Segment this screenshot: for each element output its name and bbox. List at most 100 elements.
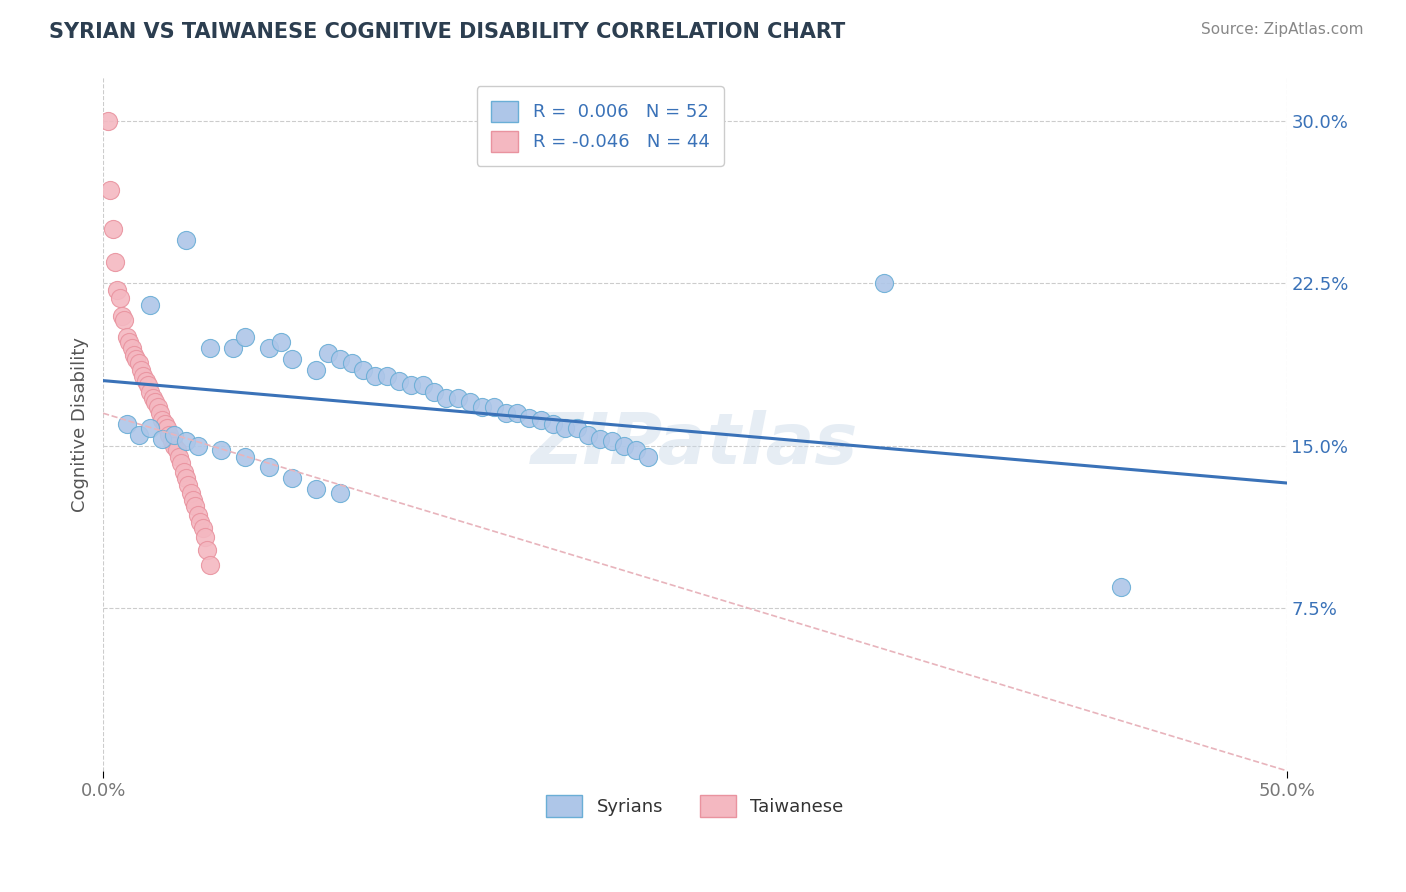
Point [125, 352, 148, 367]
Point [128, 356, 150, 370]
Point [177, 477, 200, 491]
Point [434, 391, 457, 405]
Point [118, 334, 141, 349]
Point [329, 352, 352, 367]
Point [174, 233, 197, 247]
Point [104, 254, 127, 268]
Point [270, 334, 292, 349]
Point [1109, 580, 1132, 594]
Point [388, 374, 411, 388]
Point [257, 341, 280, 355]
Point [554, 421, 576, 435]
Point [101, 222, 124, 236]
Point [170, 456, 193, 470]
Point [353, 363, 375, 377]
Point [233, 450, 256, 464]
Point [139, 384, 162, 399]
Point [257, 460, 280, 475]
Point [340, 356, 363, 370]
Point [211, 443, 233, 458]
Point [281, 352, 304, 367]
Point [624, 443, 647, 458]
Point [156, 421, 179, 435]
Point [132, 369, 155, 384]
Text: ZIPatlas: ZIPatlas [531, 410, 859, 479]
Point [458, 395, 481, 409]
Point [153, 417, 176, 431]
Point [174, 434, 197, 449]
Point [195, 542, 218, 557]
Point [305, 363, 328, 377]
Point [541, 417, 564, 431]
Point [173, 465, 195, 479]
Point [329, 486, 352, 500]
Point [316, 345, 339, 359]
Point [181, 492, 204, 507]
Point [166, 443, 188, 458]
Point [873, 277, 896, 291]
Point [191, 521, 214, 535]
Point [375, 369, 398, 384]
Point [194, 530, 217, 544]
Point [198, 341, 221, 355]
Point [97, 113, 120, 128]
Point [136, 378, 159, 392]
Point [135, 374, 157, 388]
Point [281, 471, 304, 485]
Point [114, 313, 136, 327]
Point [128, 428, 150, 442]
Point [184, 500, 207, 514]
Point [399, 378, 422, 392]
Point [222, 341, 245, 355]
Point [187, 439, 209, 453]
Point [305, 482, 328, 496]
Point [637, 450, 659, 464]
Point [600, 434, 623, 449]
Point [143, 395, 166, 409]
Point [111, 309, 134, 323]
Point [589, 432, 612, 446]
Point [187, 508, 209, 522]
Point [139, 298, 162, 312]
Point [121, 341, 143, 355]
Legend: Syrians, Taiwanese: Syrians, Taiwanese [538, 788, 851, 824]
Point [517, 410, 540, 425]
Point [447, 391, 470, 405]
Point [188, 515, 211, 529]
Point [122, 348, 145, 362]
Point [163, 439, 186, 453]
Point [198, 558, 221, 572]
Point [139, 421, 162, 435]
Point [115, 417, 138, 431]
Text: SYRIAN VS TAIWANESE COGNITIVE DISABILITY CORRELATION CHART: SYRIAN VS TAIWANESE COGNITIVE DISABILITY… [49, 22, 845, 42]
Point [576, 428, 599, 442]
Point [180, 486, 202, 500]
Point [495, 406, 517, 420]
Y-axis label: Cognitive Disability: Cognitive Disability [72, 336, 89, 512]
Point [105, 283, 128, 297]
Point [530, 413, 553, 427]
Point [163, 428, 186, 442]
Point [412, 378, 434, 392]
Point [146, 400, 169, 414]
Point [233, 330, 256, 344]
Point [98, 183, 121, 197]
Point [157, 428, 180, 442]
Point [150, 413, 173, 427]
Point [115, 330, 138, 344]
Point [613, 439, 636, 453]
Point [565, 421, 588, 435]
Point [167, 450, 190, 464]
Point [364, 369, 387, 384]
Point [506, 406, 529, 420]
Point [482, 400, 505, 414]
Point [129, 363, 152, 377]
Point [174, 471, 197, 485]
Point [471, 400, 494, 414]
Point [423, 384, 446, 399]
Point [108, 292, 131, 306]
Point [142, 391, 165, 405]
Point [149, 406, 172, 420]
Point [160, 434, 183, 449]
Text: Source: ZipAtlas.com: Source: ZipAtlas.com [1201, 22, 1364, 37]
